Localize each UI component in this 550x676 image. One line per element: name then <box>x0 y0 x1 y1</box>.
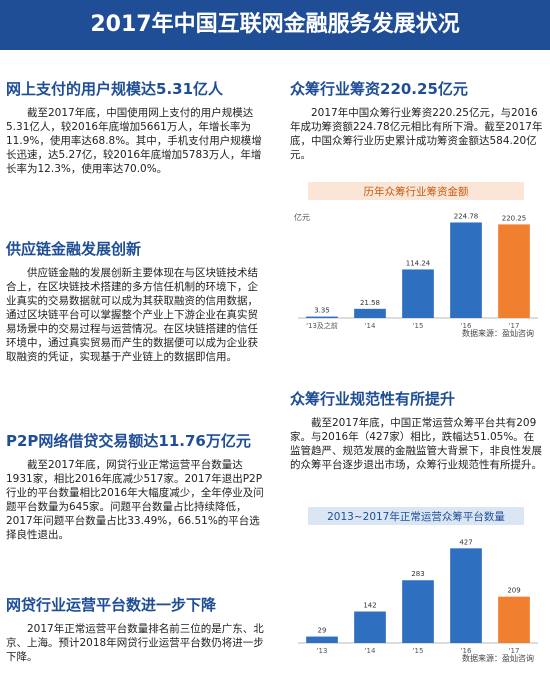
value-label: 3.35 <box>314 307 330 315</box>
paragraph: 截至2017年底，中国使用网上支付的用户规模达5.31亿人，较2016年底增加5… <box>6 107 262 175</box>
unit-label: 亿元 <box>294 212 310 222</box>
title-bg <box>308 182 524 200</box>
value-label: 142 <box>363 602 376 610</box>
heading: 众筹行业规范性有所提升 <box>290 390 456 408</box>
value-label: 209 <box>507 587 520 595</box>
heading: 供应链金融发展创新 <box>6 240 142 258</box>
paragraph: 2017年正常运营平台数量排名前三位的是广东、北京、上海。预计2018年网贷行业… <box>6 623 264 663</box>
paragraph: 供应链金融的发展创新主要体现在与区块链技术结合上，在区块链技术搭建的多方信任机制… <box>6 267 258 363</box>
value-label: 21.58 <box>360 299 380 307</box>
value-label: 224.78 <box>454 212 479 220</box>
section: 众筹行业规范性有所提升 截至2017年底，中国正常运营众筹平台共有209家。与2… <box>290 388 544 472</box>
x-tick-label: '17 <box>509 322 520 330</box>
section: 供应链金融发展创新 供应链金融的发展创新主要体现在与区块链技术结合上，在区块链技… <box>6 238 268 364</box>
heading: 网上支付的用户规模达5.31亿人 <box>6 80 224 98</box>
bar <box>306 636 338 643</box>
chart: 2013~2017年正常运营众筹平台数量 29 '13 142 '14 283 '15 427… <box>298 507 538 663</box>
bar <box>402 580 434 643</box>
chart-title: 2013~2017年正常运营众筹平台数量 <box>327 510 505 523</box>
value-label: 427 <box>459 538 472 546</box>
bar <box>354 308 386 318</box>
bar <box>450 548 482 643</box>
source-note: 数据来源：盈灿咨询 <box>462 328 534 338</box>
section: P2P网络借贷交易额达11.76万亿元 截至2017年底，网贷行业正常运营平台数… <box>6 430 268 542</box>
x-tick-label: '14 <box>365 647 376 655</box>
section: 网贷行业运营平台数进一步下降 2017年正常运营平台数量排名前三位的是广东、北京… <box>6 594 268 664</box>
bar <box>306 316 338 318</box>
bar <box>402 269 434 318</box>
bar <box>498 224 530 318</box>
value-label: 29 <box>318 627 327 635</box>
heading: P2P网络借贷交易额达11.76万亿元 <box>6 432 251 450</box>
chart-title: 历年众筹行业筹资金额 <box>364 185 469 198</box>
x-tick-label: '15 <box>413 647 424 655</box>
source-note: 数据来源：盈灿咨询 <box>462 653 534 663</box>
value-label: 283 <box>411 570 424 578</box>
bar <box>498 596 530 643</box>
heading: 众筹行业筹资220.25亿元 <box>290 80 468 98</box>
paragraph: 截至2017年底，中国正常运营众筹平台共有209家。与2016年（427家）相比… <box>290 417 542 471</box>
paragraph: 2017年中国众筹行业筹资220.25亿元，与2016年成功筹资额224.78亿… <box>290 107 543 161</box>
banner-title: 2017年中国互联网金融服务发展状况 <box>0 0 550 50</box>
x-tick-label: '13 <box>317 647 328 655</box>
bar <box>450 222 482 318</box>
x-tick-label: '15 <box>413 322 424 330</box>
x-tick-label: '16 <box>461 647 472 655</box>
title-bg <box>308 507 524 525</box>
x-tick-label: '14 <box>365 322 376 330</box>
paragraph: 截至2017年底，网贷行业正常运营平台数量达1931家，相比2016年底减少51… <box>6 459 264 541</box>
bar <box>354 611 386 643</box>
heading: 网贷行业运营平台数进一步下降 <box>6 596 217 614</box>
x-tick-label: '16 <box>461 322 472 330</box>
x-tick-label: '13及之前 <box>306 321 338 330</box>
section: 网上支付的用户规模达5.31亿人 截至2017年底，中国使用网上支付的用户规模达… <box>6 78 268 176</box>
value-label: 114.24 <box>406 259 431 267</box>
value-label: 220.25 <box>502 214 527 222</box>
section: 众筹行业筹资220.25亿元 2017年中国众筹行业筹资220.25亿元，与20… <box>290 78 544 162</box>
x-tick-label: '17 <box>509 647 520 655</box>
